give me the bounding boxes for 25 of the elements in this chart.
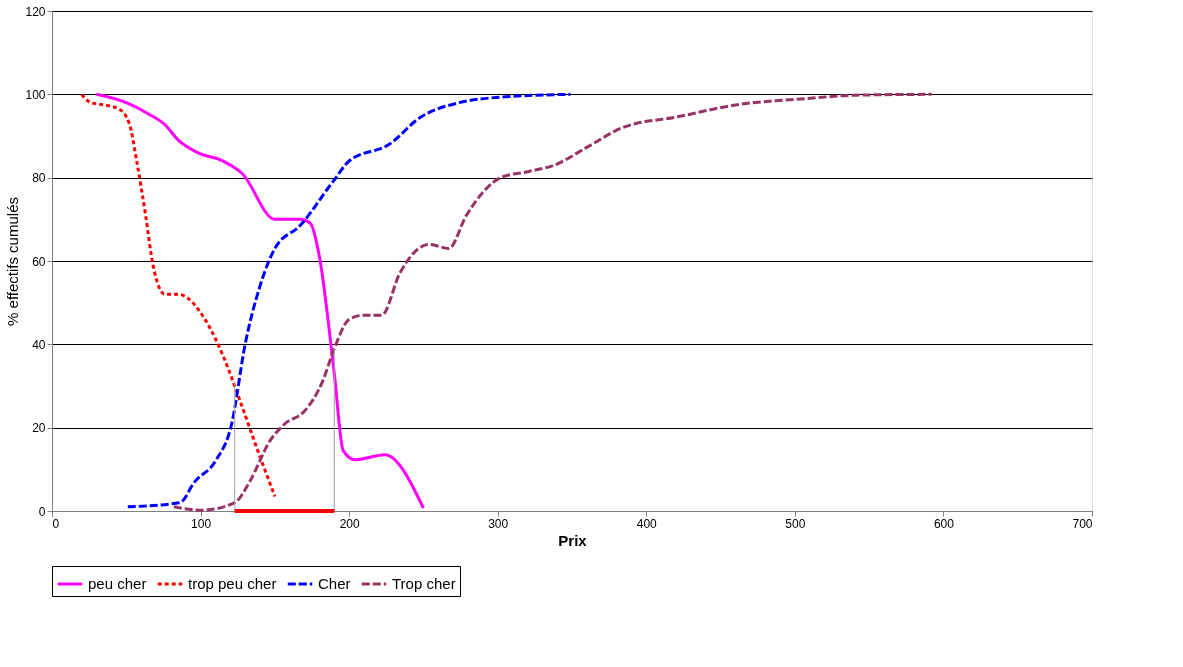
y-tick-label: 100 bbox=[25, 87, 46, 102]
x-axis-title: Prix bbox=[558, 531, 588, 549]
legend-label: peu cher bbox=[88, 575, 147, 592]
legend-label: trop peu cher bbox=[188, 575, 277, 592]
legend-label: Trop cher bbox=[392, 575, 456, 592]
legend-label: Cher bbox=[318, 575, 351, 592]
x-tick-label: 400 bbox=[636, 516, 658, 531]
y-axis-title: % effectifs cumulés bbox=[4, 197, 22, 326]
y-tick-label: 120 bbox=[25, 4, 46, 19]
y-tick-label: 80 bbox=[32, 171, 46, 186]
line-series bbox=[172, 92, 934, 512]
y-tick-label: 20 bbox=[32, 421, 46, 436]
y-tick-label: 40 bbox=[32, 337, 46, 352]
x-tick-label: 600 bbox=[933, 516, 955, 531]
x-tick-label: 100 bbox=[191, 516, 212, 531]
line-series bbox=[80, 92, 277, 498]
y-tick-label: 0 bbox=[38, 504, 46, 519]
x-tick-label: 0 bbox=[52, 516, 60, 531]
x-tick-label: 500 bbox=[785, 516, 806, 531]
x-tick-label: 200 bbox=[339, 516, 360, 531]
x-tick-label: 700 bbox=[1072, 516, 1093, 531]
line-series bbox=[95, 92, 425, 510]
line-series bbox=[126, 92, 573, 509]
y-tick-label: 60 bbox=[32, 254, 46, 269]
x-tick-label: 300 bbox=[488, 516, 509, 531]
